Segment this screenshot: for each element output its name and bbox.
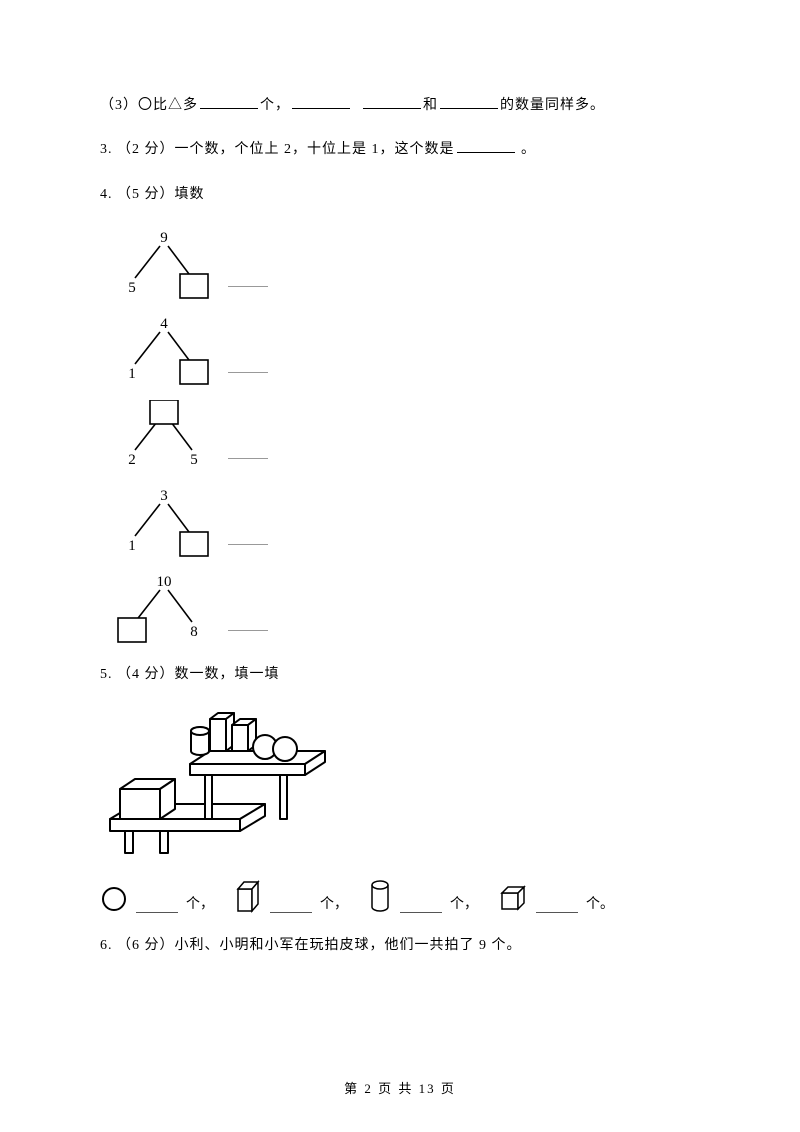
svg-text:4: 4	[160, 316, 168, 332]
blank[interactable]	[536, 899, 578, 913]
sphere-icon	[100, 885, 128, 913]
number-tree: 41	[110, 314, 700, 392]
blank[interactable]	[136, 899, 178, 913]
number-tree: 25	[110, 400, 700, 478]
number-tree: 31	[110, 486, 700, 564]
text: 和	[423, 98, 438, 113]
footer-text: 第 2 页 共 13 页	[344, 1081, 456, 1096]
svg-text:10: 10	[157, 574, 172, 590]
blank[interactable]	[228, 372, 268, 373]
number-tree: 95	[110, 228, 700, 306]
page-footer: 第 2 页 共 13 页	[0, 1078, 800, 1097]
svg-text:2: 2	[128, 452, 136, 468]
text: 3. （2 分）一个数，个位上 2，十位上是 1，这个数是	[100, 142, 455, 157]
blank[interactable]	[228, 544, 268, 545]
unit-text: 个，	[186, 893, 214, 913]
unit-text: 个，	[320, 893, 348, 913]
text: （3）〇比△多	[100, 98, 198, 113]
svg-text:1: 1	[128, 538, 136, 554]
blank[interactable]	[363, 95, 421, 109]
question-4: 4. （5 分）填数	[100, 184, 700, 206]
blank[interactable]	[270, 899, 312, 913]
text: 个，	[260, 98, 290, 113]
text: 的数量同样多。	[500, 98, 605, 113]
cube-icon	[498, 883, 528, 913]
blank[interactable]	[228, 286, 268, 287]
number-trees: 95412531108	[100, 228, 700, 650]
svg-text:8: 8	[190, 624, 198, 640]
svg-text:3: 3	[160, 488, 168, 504]
blank[interactable]	[200, 95, 258, 109]
svg-text:5: 5	[190, 452, 198, 468]
cuboid-icon	[234, 879, 262, 913]
text: 5. （4 分）数一数，填一填	[100, 667, 280, 682]
svg-text:9: 9	[160, 230, 168, 246]
blank[interactable]	[228, 458, 268, 459]
text: 4. （5 分）填数	[100, 187, 205, 202]
blank[interactable]	[440, 95, 498, 109]
blank[interactable]	[292, 95, 350, 109]
blank[interactable]	[457, 139, 515, 153]
unit-text: 个。	[586, 893, 614, 913]
blank[interactable]	[228, 630, 268, 631]
svg-text:1: 1	[128, 366, 136, 382]
shapes-composite-figure	[100, 709, 700, 869]
question-5: 5. （4 分）数一数，填一填	[100, 664, 700, 686]
svg-text:5: 5	[128, 280, 136, 296]
text: 6. （6 分）小利、小明和小军在玩拍皮球，他们一共拍了 9 个。	[100, 938, 522, 953]
question-6: 6. （6 分）小利、小明和小军在玩拍皮球，他们一共拍了 9 个。	[100, 935, 700, 957]
question-3: 3. （2 分）一个数，个位上 2，十位上是 1，这个数是 。	[100, 139, 700, 161]
blank[interactable]	[400, 899, 442, 913]
shape-count-row: 个， 个， 个，	[100, 879, 700, 913]
text: 。	[517, 142, 537, 157]
cylinder-icon	[368, 879, 392, 913]
unit-text: 个，	[450, 893, 478, 913]
number-tree: 10 8	[110, 572, 700, 650]
question-2-part3: （3）〇比△多 个， 和 的数量同样多。	[100, 95, 700, 117]
